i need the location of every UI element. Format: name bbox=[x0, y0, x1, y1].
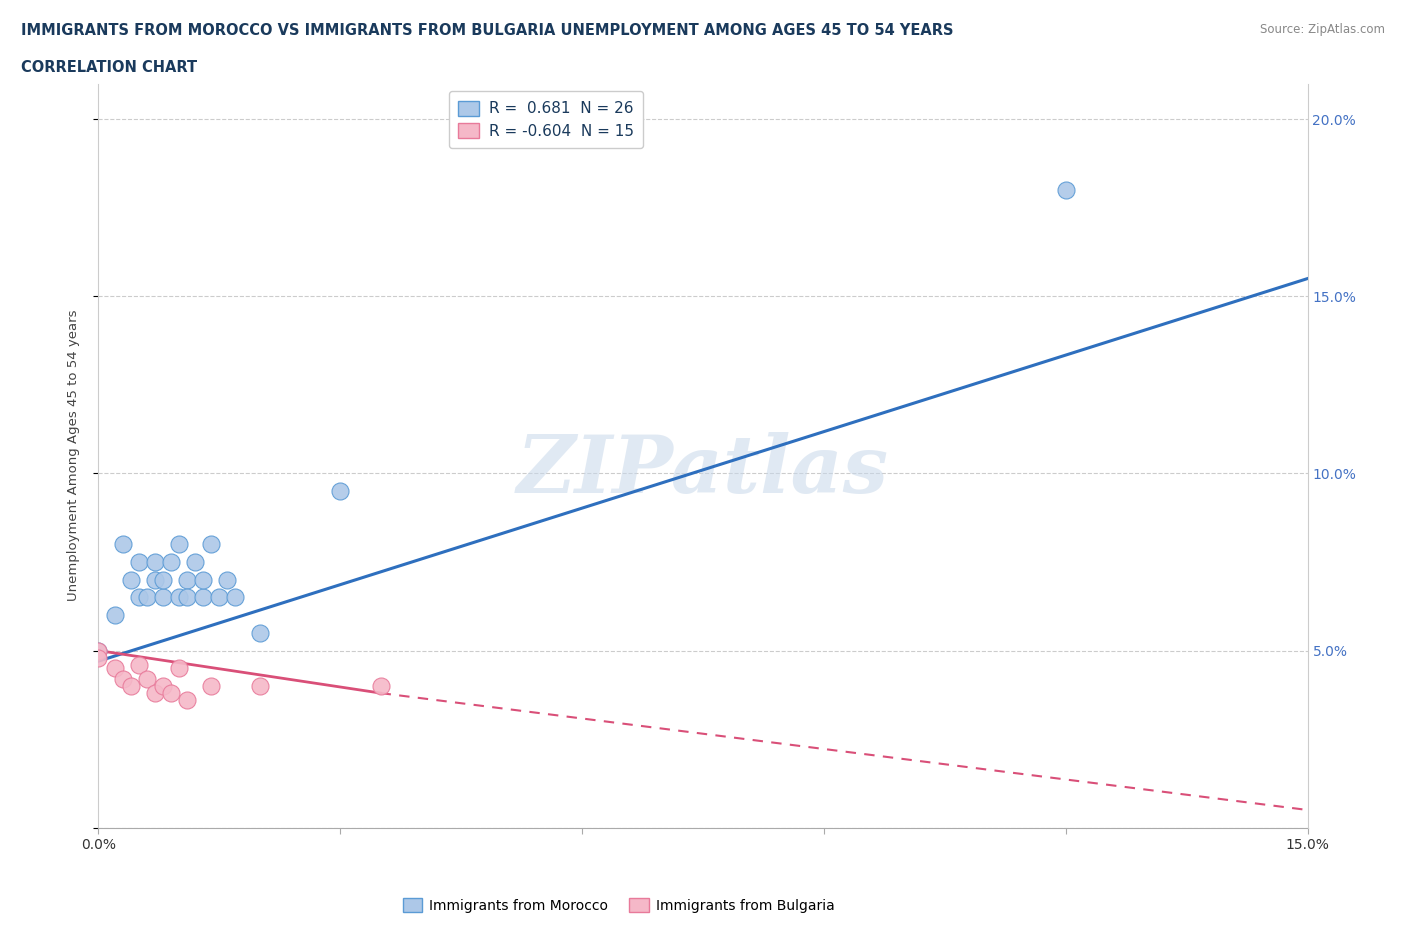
Point bbox=[135, 671, 157, 686]
Point bbox=[193, 572, 215, 587]
Point bbox=[176, 693, 198, 708]
Point bbox=[87, 644, 110, 658]
Point bbox=[167, 537, 190, 551]
Point bbox=[103, 661, 125, 676]
Text: CORRELATION CHART: CORRELATION CHART bbox=[21, 60, 197, 75]
Point bbox=[176, 572, 198, 587]
Point bbox=[103, 607, 125, 622]
Point bbox=[167, 661, 190, 676]
Point bbox=[160, 685, 183, 700]
Legend: Immigrants from Morocco, Immigrants from Bulgaria: Immigrants from Morocco, Immigrants from… bbox=[398, 893, 839, 919]
Point bbox=[87, 650, 110, 665]
Point bbox=[152, 572, 174, 587]
Point bbox=[249, 625, 271, 640]
Point bbox=[143, 554, 166, 569]
Point bbox=[193, 590, 215, 604]
Point bbox=[120, 572, 142, 587]
Point bbox=[128, 554, 150, 569]
Point bbox=[143, 572, 166, 587]
Point bbox=[167, 590, 190, 604]
Point bbox=[152, 590, 174, 604]
Point bbox=[111, 537, 134, 551]
Text: Source: ZipAtlas.com: Source: ZipAtlas.com bbox=[1260, 23, 1385, 36]
Point bbox=[87, 644, 110, 658]
Point bbox=[200, 537, 222, 551]
Text: IMMIGRANTS FROM MOROCCO VS IMMIGRANTS FROM BULGARIA UNEMPLOYMENT AMONG AGES 45 T: IMMIGRANTS FROM MOROCCO VS IMMIGRANTS FR… bbox=[21, 23, 953, 38]
Point bbox=[128, 658, 150, 672]
Point bbox=[176, 590, 198, 604]
Point bbox=[160, 554, 183, 569]
Text: ZIPatlas: ZIPatlas bbox=[517, 432, 889, 510]
Y-axis label: Unemployment Among Ages 45 to 54 years: Unemployment Among Ages 45 to 54 years bbox=[67, 310, 80, 602]
Point bbox=[224, 590, 246, 604]
Point bbox=[1054, 182, 1077, 197]
Point bbox=[143, 685, 166, 700]
Point bbox=[111, 671, 134, 686]
Point bbox=[208, 590, 231, 604]
Point bbox=[135, 590, 157, 604]
Point bbox=[120, 679, 142, 694]
Point bbox=[128, 590, 150, 604]
Point bbox=[249, 679, 271, 694]
Point bbox=[329, 484, 352, 498]
Point bbox=[370, 679, 392, 694]
Point bbox=[152, 679, 174, 694]
Point bbox=[200, 679, 222, 694]
Point bbox=[217, 572, 239, 587]
Legend: R =  0.681  N = 26, R = -0.604  N = 15: R = 0.681 N = 26, R = -0.604 N = 15 bbox=[449, 91, 643, 148]
Point bbox=[184, 554, 207, 569]
